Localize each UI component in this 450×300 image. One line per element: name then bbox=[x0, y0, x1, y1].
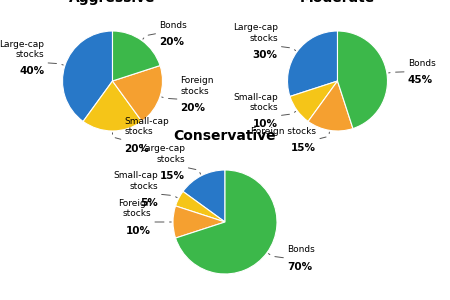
Text: Bonds: Bonds bbox=[287, 245, 315, 254]
Wedge shape bbox=[83, 81, 142, 131]
Text: 5%: 5% bbox=[140, 198, 158, 208]
Text: 20%: 20% bbox=[125, 143, 149, 154]
Text: Foreign
stocks: Foreign stocks bbox=[117, 199, 151, 218]
Title: Moderate: Moderate bbox=[300, 0, 375, 5]
Wedge shape bbox=[63, 31, 112, 122]
Wedge shape bbox=[338, 31, 387, 129]
Text: 20%: 20% bbox=[180, 103, 206, 113]
Wedge shape bbox=[308, 81, 353, 131]
Wedge shape bbox=[176, 191, 225, 222]
Text: Large-cap
stocks: Large-cap stocks bbox=[0, 40, 45, 59]
Text: Large-cap
stocks: Large-cap stocks bbox=[233, 23, 278, 43]
Wedge shape bbox=[112, 65, 162, 122]
Text: Foreign stocks: Foreign stocks bbox=[251, 127, 316, 136]
Text: Large-cap
stocks: Large-cap stocks bbox=[140, 144, 184, 164]
Text: Small-cap
stocks: Small-cap stocks bbox=[113, 171, 158, 190]
Text: 10%: 10% bbox=[253, 119, 278, 129]
Text: 30%: 30% bbox=[253, 50, 278, 60]
Text: 15%: 15% bbox=[291, 143, 316, 153]
Text: 40%: 40% bbox=[19, 66, 45, 76]
Text: 70%: 70% bbox=[287, 262, 312, 272]
Wedge shape bbox=[290, 81, 338, 122]
Text: 15%: 15% bbox=[160, 171, 184, 181]
Text: Foreign
stocks: Foreign stocks bbox=[180, 76, 214, 96]
Wedge shape bbox=[183, 170, 225, 222]
Text: Bonds: Bonds bbox=[408, 59, 436, 68]
Wedge shape bbox=[112, 31, 160, 81]
Text: 45%: 45% bbox=[408, 75, 433, 85]
Wedge shape bbox=[173, 206, 225, 238]
Text: 10%: 10% bbox=[126, 226, 151, 236]
Text: 20%: 20% bbox=[159, 37, 184, 47]
Text: Small-cap
stocks: Small-cap stocks bbox=[125, 117, 169, 136]
Wedge shape bbox=[176, 170, 277, 274]
Text: Small-cap
stocks: Small-cap stocks bbox=[233, 93, 278, 112]
Wedge shape bbox=[288, 31, 338, 97]
Title: Aggressive: Aggressive bbox=[69, 0, 156, 5]
Text: Bonds: Bonds bbox=[159, 21, 187, 30]
Title: Conservative: Conservative bbox=[174, 129, 276, 143]
